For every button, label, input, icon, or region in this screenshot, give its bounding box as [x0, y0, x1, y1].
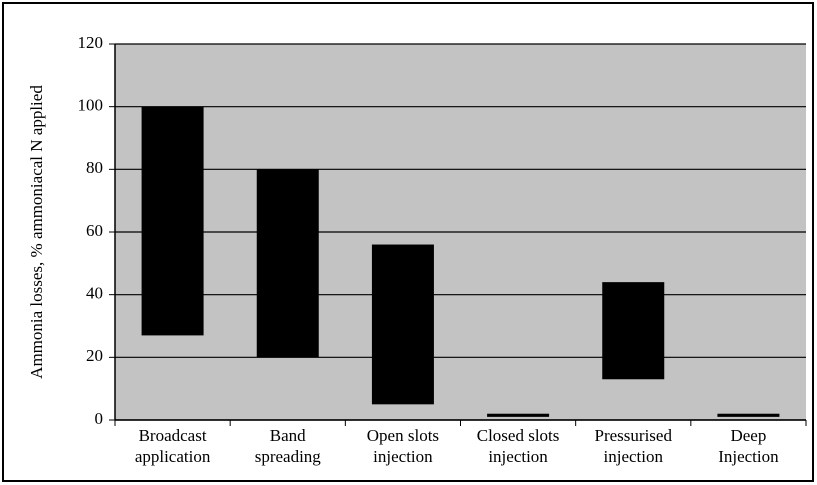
bar — [371, 244, 434, 405]
x-tick-label: Band — [270, 426, 306, 445]
x-tick-label: injection — [488, 447, 548, 466]
y-tick-label: 60 — [86, 221, 103, 240]
y-axis-label: Ammonia losses, % ammoniacal N applied — [27, 85, 46, 379]
bar — [487, 413, 550, 417]
bar — [141, 106, 204, 336]
x-tick-label: injection — [373, 447, 433, 466]
x-tick-label: injection — [604, 447, 664, 466]
y-tick-label: 100 — [78, 96, 104, 115]
x-tick-label: application — [135, 447, 211, 466]
x-tick-label: Broadcast — [139, 426, 207, 445]
y-tick-label: 0 — [95, 409, 104, 428]
x-tick-label: Open slots — [367, 426, 439, 445]
x-tick-label: Closed slots — [477, 426, 560, 445]
y-tick-label: 20 — [86, 346, 103, 365]
bar — [602, 282, 665, 380]
bar — [256, 169, 319, 358]
y-tick-label: 80 — [86, 158, 103, 177]
y-tick-label: 40 — [86, 284, 103, 303]
x-tick-label: Deep — [730, 426, 766, 445]
bar — [717, 413, 780, 417]
x-tick-label: spreading — [255, 447, 322, 466]
y-tick-label: 120 — [78, 33, 104, 52]
x-tick-label: Injection — [718, 447, 779, 466]
x-tick-label: Pressurised — [595, 426, 673, 445]
